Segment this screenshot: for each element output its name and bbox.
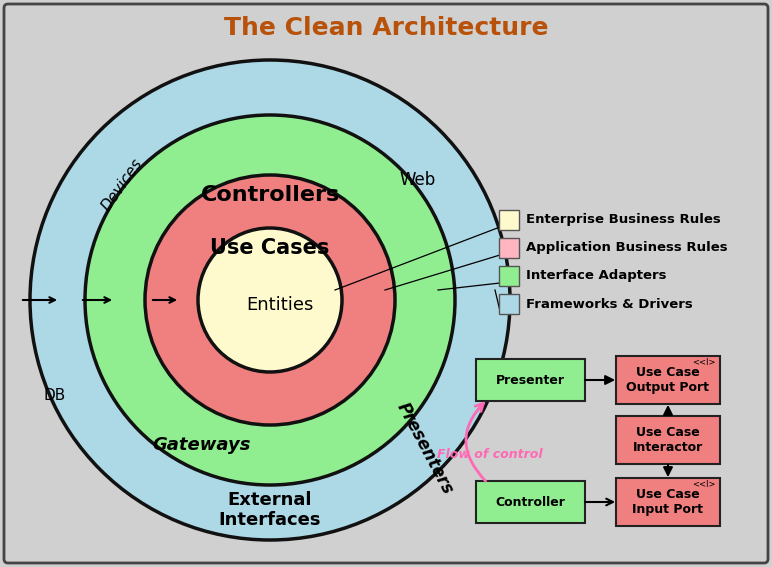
Text: Entities: Entities <box>246 296 313 314</box>
FancyBboxPatch shape <box>4 4 768 563</box>
FancyBboxPatch shape <box>499 238 519 258</box>
Text: Use Case
Interactor: Use Case Interactor <box>633 426 703 454</box>
Text: External
Interfaces: External Interfaces <box>218 490 321 530</box>
Text: Use Cases: Use Cases <box>210 238 330 258</box>
Text: UI: UI <box>490 383 506 397</box>
Text: The Clean Architecture: The Clean Architecture <box>224 16 548 40</box>
Text: DB: DB <box>44 387 66 403</box>
Text: Gateways: Gateways <box>153 436 251 454</box>
Text: Use Case
Output Port: Use Case Output Port <box>627 366 709 394</box>
Text: Devices: Devices <box>99 156 145 214</box>
FancyBboxPatch shape <box>476 359 584 401</box>
Circle shape <box>85 115 455 485</box>
FancyBboxPatch shape <box>499 266 519 286</box>
Text: Use Case
Input Port: Use Case Input Port <box>632 488 703 516</box>
Circle shape <box>30 60 510 540</box>
Text: Application Business Rules: Application Business Rules <box>526 242 728 255</box>
Text: <<I>: <<I> <box>692 358 716 367</box>
Text: Controllers: Controllers <box>201 185 340 205</box>
Text: <<I>: <<I> <box>692 480 716 489</box>
Text: Web: Web <box>400 171 436 189</box>
Text: Interface Adapters: Interface Adapters <box>526 269 666 282</box>
FancyBboxPatch shape <box>476 481 584 523</box>
Circle shape <box>198 228 342 372</box>
Circle shape <box>145 175 395 425</box>
FancyBboxPatch shape <box>616 478 720 526</box>
Text: Enterprise Business Rules: Enterprise Business Rules <box>526 214 721 226</box>
Text: Presenters: Presenters <box>393 399 457 497</box>
FancyBboxPatch shape <box>499 294 519 314</box>
FancyBboxPatch shape <box>616 356 720 404</box>
Text: Controller: Controller <box>495 496 565 509</box>
FancyBboxPatch shape <box>616 416 720 464</box>
Text: Presenter: Presenter <box>496 374 564 387</box>
FancyBboxPatch shape <box>499 210 519 230</box>
Text: Flow of control: Flow of control <box>437 448 543 462</box>
Text: Frameworks & Drivers: Frameworks & Drivers <box>526 298 692 311</box>
